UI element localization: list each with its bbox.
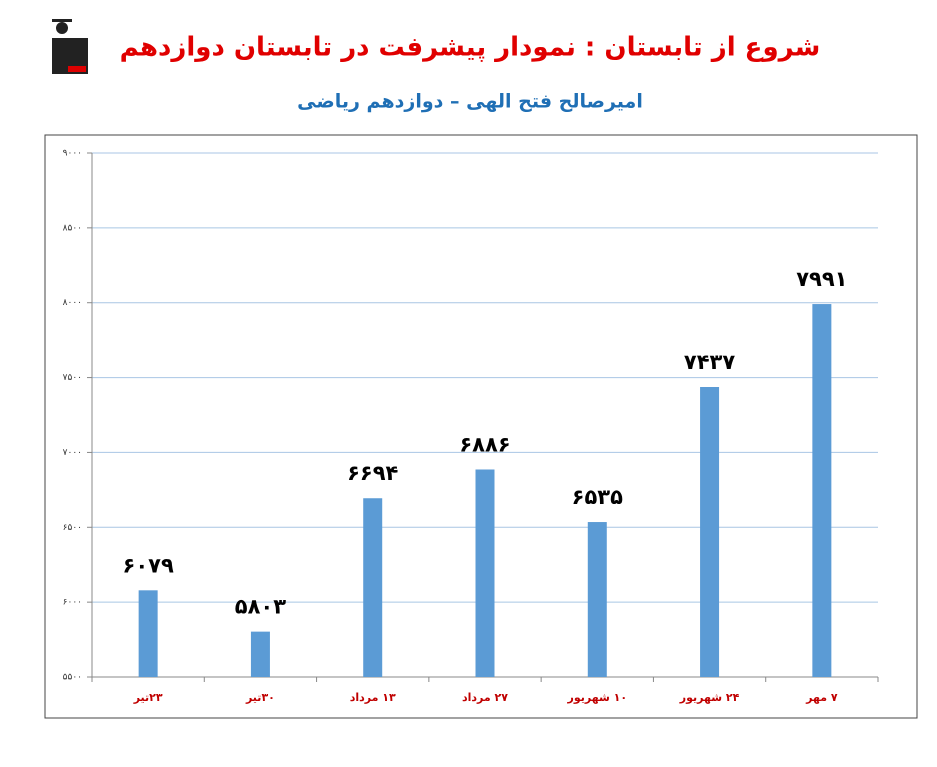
value-label: ۵۸۰۳ — [235, 595, 286, 619]
bar — [138, 590, 158, 677]
y-tick-label: ۹۰۰۰ — [63, 149, 82, 159]
logo-head — [56, 22, 68, 34]
x-tick-label: ۲۷ مرداد — [462, 691, 508, 704]
bar — [475, 469, 495, 677]
bar — [812, 304, 832, 677]
bar — [700, 387, 720, 677]
value-label: ۷۴۳۷ — [684, 350, 735, 374]
chart-frame — [44, 134, 918, 719]
x-tick-label: ۲۴ شهریور — [679, 691, 740, 704]
logo-stripe — [68, 66, 86, 72]
x-tick-label: ۳۰تیر — [245, 691, 275, 704]
bar — [587, 522, 607, 677]
y-tick-label: ۷۰۰۰ — [63, 448, 82, 458]
x-tick-label: ۷ مهر — [805, 691, 838, 704]
value-label: ۶۰۷۹ — [123, 553, 174, 577]
x-tick-label: ۱۰ شهریور — [567, 691, 628, 704]
value-label: ۶۸۸۶ — [459, 432, 510, 456]
chart-subtitle: امیرصالح فتح الهی – دوازدهم ریاضی — [297, 91, 643, 113]
y-tick-label: ۷۵۰۰ — [63, 373, 82, 383]
y-tick-label: ۶۰۰۰ — [63, 598, 82, 608]
value-label: ۶۵۳۵ — [572, 485, 623, 509]
bar — [250, 631, 270, 677]
y-tick-label: ۸۵۰۰ — [63, 223, 82, 233]
chart-title: شروع از تابستان : نمودار پیشرفت در تابست… — [120, 33, 821, 63]
logo — [52, 19, 88, 74]
value-label: ۷۹۹۱ — [796, 267, 847, 291]
x-tick-label: ۲۳تیر — [133, 691, 163, 704]
x-tick-label: ۱۳ مرداد — [350, 691, 396, 704]
y-tick-label: ۸۰۰۰ — [63, 298, 82, 308]
bar — [363, 498, 383, 677]
y-tick-label: ۵۵۰۰ — [63, 673, 82, 683]
logo-cap — [52, 19, 72, 22]
value-label: ۶۶۹۴ — [347, 461, 398, 485]
y-tick-label: ۶۵۰۰ — [63, 523, 82, 533]
